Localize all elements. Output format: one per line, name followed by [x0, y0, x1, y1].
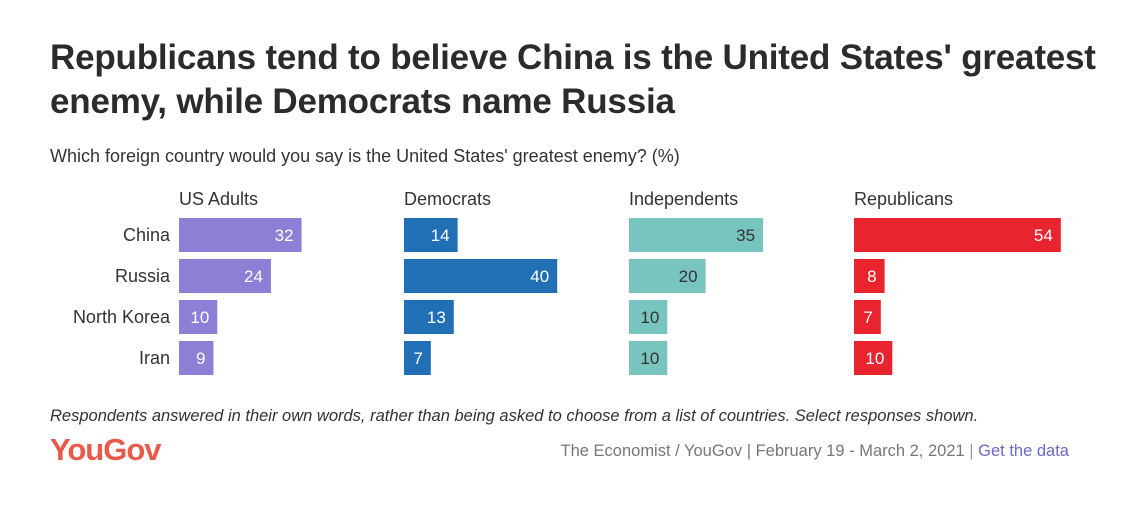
bar [629, 341, 668, 375]
source-separator: | [969, 442, 974, 460]
data-label: 10 [640, 349, 659, 368]
data-label: 14 [431, 226, 450, 245]
data-label: 24 [244, 267, 263, 286]
get-the-data-link[interactable]: Get the data [978, 442, 1069, 460]
bar [629, 218, 764, 252]
bar [404, 341, 431, 375]
series-header: US Adults [179, 189, 258, 209]
data-label: 8 [867, 267, 876, 286]
chart-svg: China Russia North Korea Iran US Adults 32 24 1… [73, 189, 1061, 375]
bar [629, 300, 668, 334]
data-label: 54 [1034, 226, 1053, 245]
data-label: 40 [530, 267, 549, 286]
data-label: 7 [863, 308, 872, 327]
source-line: The Economist / YouGov | February 19 - M… [561, 442, 1069, 461]
category-label: Russia [115, 266, 171, 286]
data-label: 10 [865, 349, 884, 368]
series-header: Republicans [854, 189, 953, 209]
series-header: Democrats [404, 189, 491, 209]
chart-subtitle: Which foreign country would you say is t… [50, 146, 680, 166]
data-label: 10 [640, 308, 659, 327]
category-label: China [123, 225, 171, 245]
bar [629, 259, 706, 293]
data-label: 20 [679, 267, 698, 286]
bar [404, 300, 454, 334]
bar [854, 300, 881, 334]
data-label: 32 [275, 226, 294, 245]
data-label: 13 [427, 308, 446, 327]
category-label: North Korea [73, 307, 171, 327]
footnote: Respondents answered in their own words,… [50, 407, 979, 425]
data-label: 7 [413, 349, 422, 368]
data-label: 10 [190, 308, 209, 327]
bar [404, 259, 558, 293]
bar [404, 218, 458, 252]
bar [854, 341, 893, 375]
bar [179, 300, 218, 334]
bar [179, 259, 271, 293]
source-text: The Economist / YouGov | February 19 - M… [560, 442, 965, 460]
series-header: Independents [629, 189, 738, 209]
bar [179, 341, 214, 375]
bar [854, 218, 1061, 252]
bar [854, 259, 885, 293]
data-label: 35 [736, 226, 755, 245]
category-label: Iran [139, 348, 170, 368]
bar [179, 218, 302, 252]
chart-title: Republicans tend to believe China is the… [50, 38, 1096, 121]
yougov-logo: YouGov [50, 432, 162, 467]
small-multiples-bar-chart: China Russia North Korea Iran US Adults 32 24 1… [0, 180, 1138, 380]
data-label: 9 [196, 349, 205, 368]
